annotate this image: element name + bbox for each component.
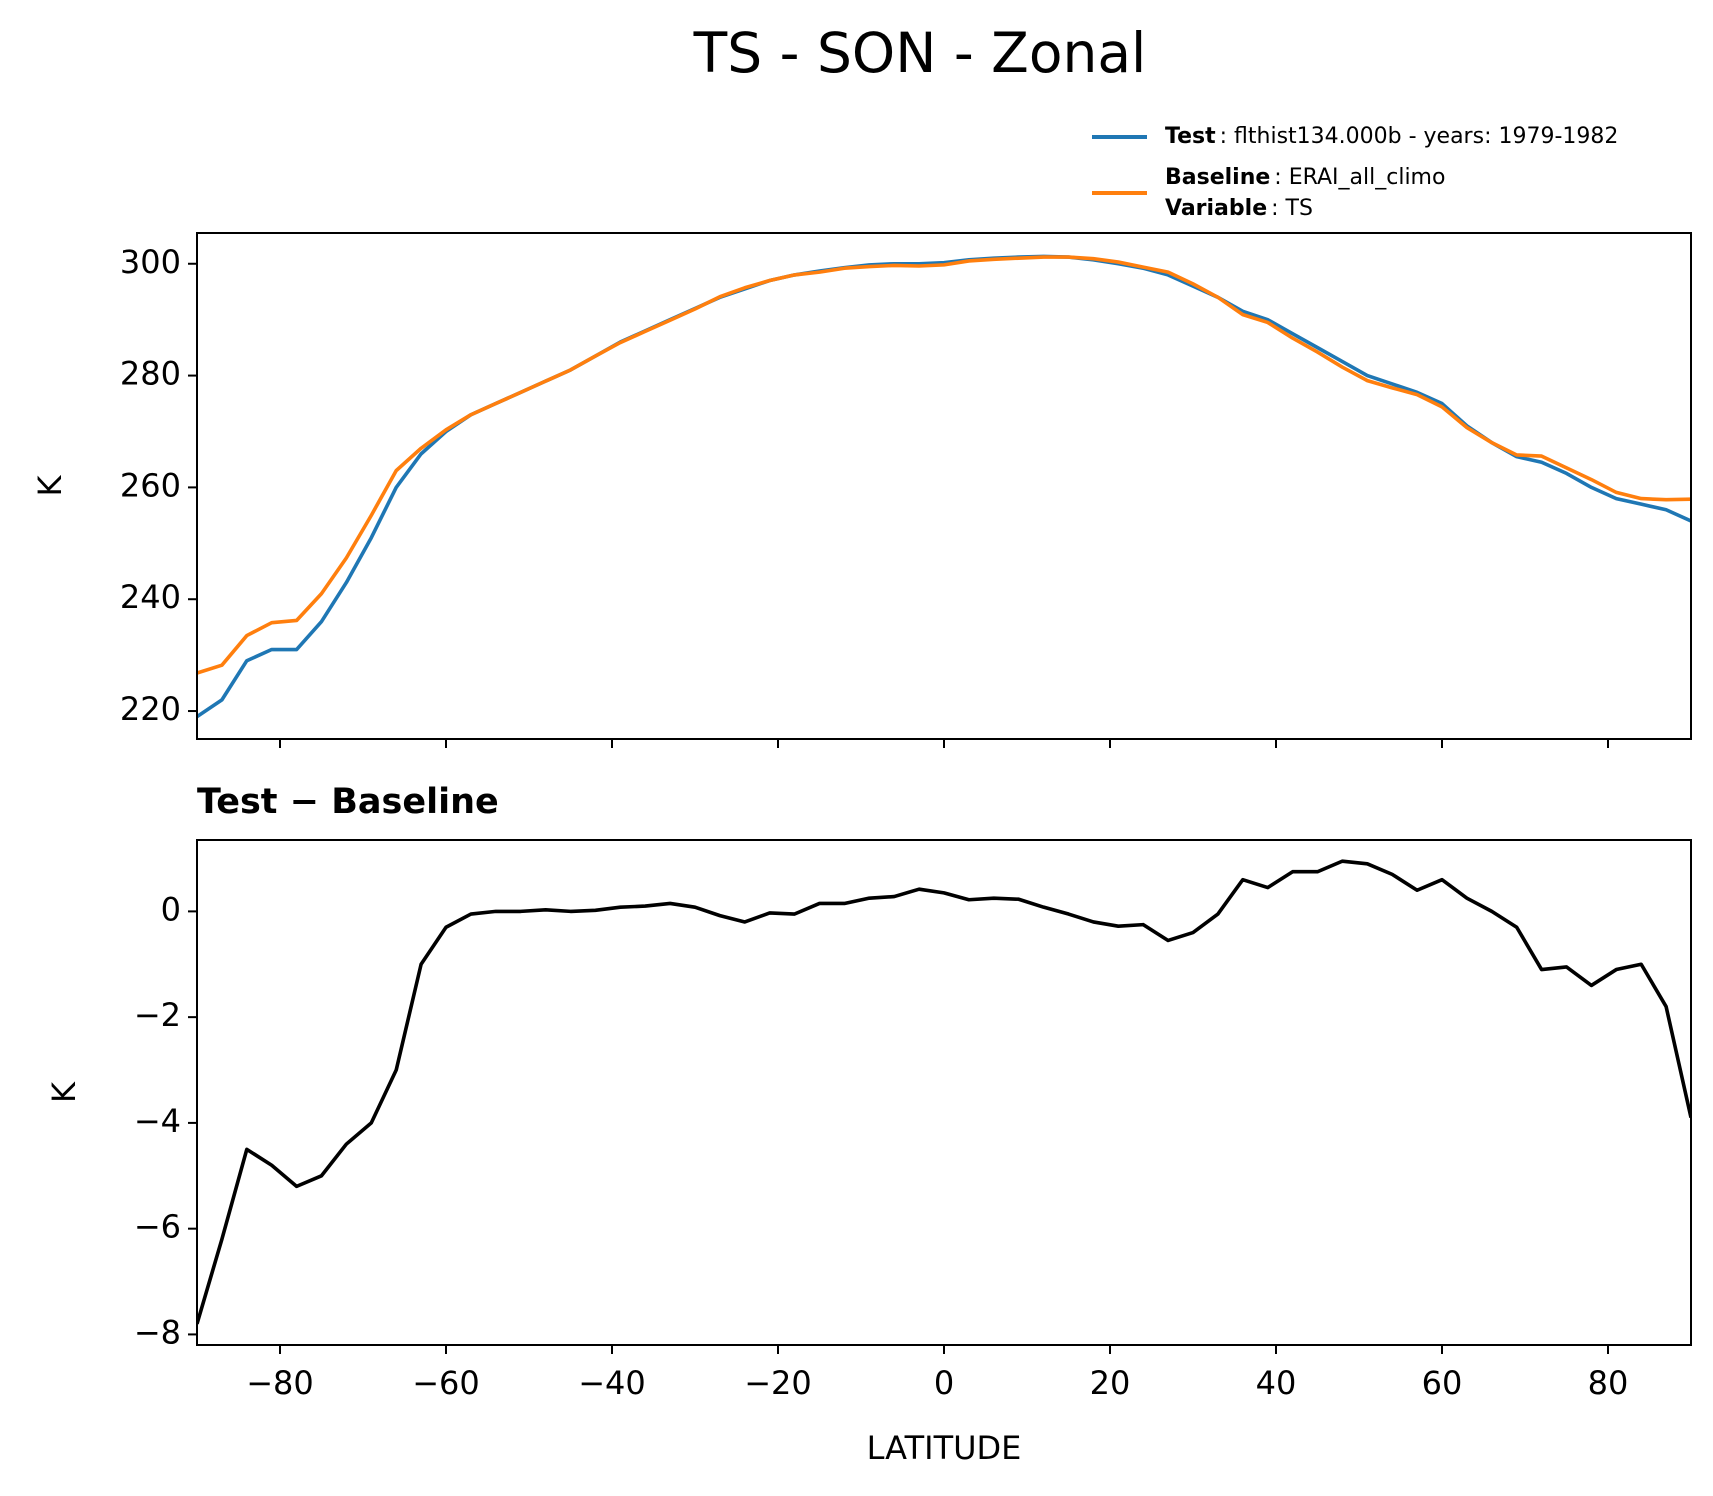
x-tick-label: 80 — [1588, 1364, 1629, 1402]
y-tick-label: −4 — [134, 1102, 181, 1140]
data-line — [197, 254, 1691, 719]
legend-text: : flthist134.000b - years: 1979-1982 — [1220, 124, 1619, 149]
legend-note-name: Variable — [1165, 196, 1267, 221]
x-tick-label: 60 — [1422, 1364, 1463, 1402]
x-tick-label: 20 — [1090, 1364, 1131, 1402]
y-tick-label: −6 — [134, 1208, 181, 1246]
legend-note-text: : TS — [1271, 196, 1313, 221]
x-tick-label: −40 — [578, 1364, 646, 1402]
legend-note: Variable: TS — [1165, 196, 1313, 221]
y-tick-label: 0 — [161, 890, 181, 928]
legend-name: Baseline — [1165, 165, 1270, 190]
y-axis-label: K — [45, 1081, 83, 1103]
chart-title: TS - SON - Zonal — [693, 21, 1147, 85]
x-axis-label: LATITUDE — [867, 1429, 1022, 1467]
data-line — [197, 859, 1691, 1325]
data-line — [197, 255, 1691, 675]
legend-entry: Baseline: ERAI_all_climo — [1165, 165, 1445, 190]
legend-entry: Test: flthist134.000b - years: 1979-1982 — [1165, 124, 1618, 149]
y-tick-label: −2 — [134, 996, 181, 1034]
x-tick-label: 0 — [934, 1364, 954, 1402]
plot-frame — [196, 839, 1692, 1346]
x-tick-label: 40 — [1256, 1364, 1297, 1402]
legend-name: Test — [1165, 124, 1216, 149]
legend-text: : ERAI_all_climo — [1274, 165, 1445, 190]
y-tick-label: 300 — [120, 243, 181, 281]
y-axis-label: K — [31, 474, 69, 496]
y-tick-label: 220 — [120, 690, 181, 728]
x-tick-label: −80 — [246, 1364, 314, 1402]
y-tick-label: 260 — [120, 466, 181, 504]
plot-frame — [196, 232, 1692, 740]
x-tick-label: −20 — [744, 1364, 812, 1402]
y-tick-label: 280 — [120, 355, 181, 393]
y-tick-label: −8 — [134, 1313, 181, 1351]
subplot-title: Test − Baseline — [197, 782, 499, 822]
y-tick-label: 240 — [120, 578, 181, 616]
x-tick-label: −60 — [412, 1364, 480, 1402]
